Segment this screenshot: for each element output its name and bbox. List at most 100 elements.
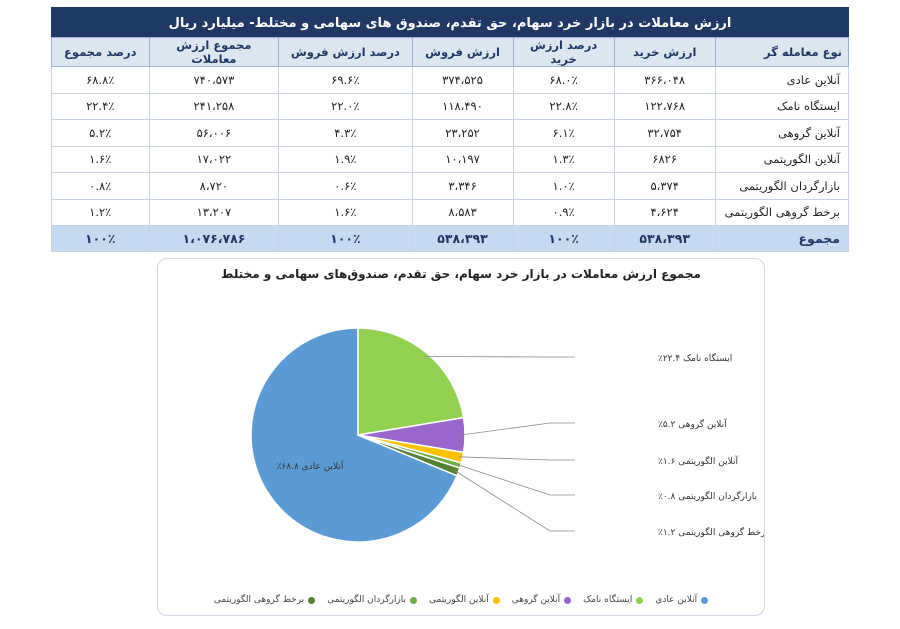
pie-chart-panel: مجموع ارزش معاملات در بازار خرد سهام، حق…	[157, 258, 765, 616]
table-cell: ۲۴۱،۲۵۸	[148, 92, 280, 120]
legend-item: آنلاین گروهی	[511, 595, 572, 605]
chart-title: مجموع ارزش معاملات در بازار خرد سهام، حق…	[221, 267, 701, 281]
table-cell: ۵.۲٪	[51, 119, 150, 147]
legend-label: بازارگردان الگوریتمی	[327, 595, 406, 605]
leader-line	[454, 470, 575, 532]
table-cell: ۵،۳۷۴	[613, 172, 716, 200]
slice-label: ایستگاه نامک ۲۲.۴٪	[658, 352, 732, 364]
total-cell: ۱۰۰٪	[512, 225, 615, 252]
legend-swatch	[410, 596, 417, 604]
table-cell: برخط گروهی الگوریتمی	[714, 198, 850, 226]
table-cell: ۶۹.۶٪	[278, 66, 413, 94]
legend-label: ایستگاه نامک	[583, 595, 633, 605]
leader-line	[456, 463, 575, 496]
table-cell: ۶.۱٪	[512, 119, 615, 147]
table-cell: ۳،۳۴۶	[411, 172, 514, 200]
table-cell: ۱.۲٪	[51, 198, 150, 226]
table-cell: ۸،۷۲۰	[148, 172, 280, 200]
table-cell: ۱۰،۱۹۷	[411, 145, 514, 173]
leader-line	[458, 456, 575, 461]
pie-chart: آنلاین عادی ۶۸.۸٪ ایستگاه نامک ۲۲.۴٪ آنلای…	[250, 327, 764, 543]
slice-label: آنلاین عادی ۶۸.۸٪	[277, 460, 344, 472]
table-cell: ۴.۳٪	[278, 119, 413, 147]
total-cell: مجموع	[714, 225, 850, 252]
table-cell: بازارگردان الگوریتمی	[714, 172, 850, 200]
table-cell: ۷۴۰،۵۷۳	[148, 66, 280, 94]
table-cell: ۲۲.۰٪	[278, 92, 413, 120]
header-sell-value: ارزش فروش	[411, 37, 514, 67]
trade-value-table: ارزش معاملات در بازار خرد سهام، حق تقدم،…	[51, 7, 850, 252]
total-cell: ۵۳۸،۳۹۳	[411, 225, 514, 252]
legend-swatch	[701, 596, 709, 604]
table-row: بازارگردان الگوریتمی ۵،۳۷۴ ۱.۰٪ ۳،۳۴۶ ۰.۶٪ ۸،…	[51, 172, 850, 200]
total-cell: ۱۰۰٪	[51, 225, 150, 252]
legend-swatch	[492, 596, 500, 604]
header-trader-type: نوع معامله گر	[714, 37, 850, 67]
table-cell: ۶۸.۸٪	[51, 66, 150, 94]
total-cell: ۱،۰۷۶،۷۸۶	[148, 225, 280, 252]
legend-item: برخط گروهی الگوریتمی	[213, 595, 316, 605]
table-cell: ۱.۳٪	[512, 145, 615, 173]
table-cell: ۱.۶٪	[51, 145, 150, 173]
pie-slice	[357, 327, 465, 436]
header-buy-percent: درصد ارزش خرید	[512, 37, 615, 67]
table-cell: آنلاین الگوریتمی	[714, 145, 850, 173]
table-row: برخط گروهی الگوریتمی ۴،۶۲۴ ۰.۹٪ ۸،۵۸۳ ۱.۶٪ ۱۳…	[51, 198, 850, 226]
table-row: آنلاین گروهی ۳۲،۷۵۴ ۶.۱٪ ۲۳،۲۵۲ ۴.۳٪ ۵۶،۰۰۶ ۵.…	[51, 119, 850, 147]
legend-item: ایستگاه نامک	[583, 595, 644, 605]
table-cell: ۱۳،۲۰۷	[148, 198, 280, 226]
legend-swatch	[564, 596, 572, 604]
table-row: آنلاین الگوریتمی ۶۸۲۶ ۱.۳٪ ۱۰،۱۹۷ ۱.۹٪ ۱۷،۰۲۲…	[51, 145, 850, 173]
slice-label: بازارگردان الگوریتمی ۰.۸٪	[658, 490, 757, 502]
table-cell: ۳۶۶،۰۴۸	[613, 66, 716, 94]
leader-line	[460, 422, 575, 436]
header-buy-value: ارزش خرید	[613, 37, 716, 67]
data-table: نوع معامله گر ارزش خرید درصد ارزش خرید ا…	[51, 37, 850, 252]
table-cell: ایستگاه نامک	[714, 92, 850, 120]
total-cell: ۱۰۰٪	[278, 225, 413, 252]
legend-item: آنلاین عادی	[655, 595, 709, 605]
slice-label: آنلاین الگوریتمی ۱.۶٪	[658, 455, 738, 467]
table-cell: آنلاین عادی	[714, 66, 850, 94]
table-cell: ۱.۹٪	[278, 145, 413, 173]
legend-item: بازارگردان الگوریتمی	[327, 595, 417, 605]
table-cell: ۱۷،۰۲۲	[148, 145, 280, 173]
table-cell: ۲۳،۲۵۲	[411, 119, 514, 147]
table-row: آنلاین عادی ۳۶۶،۰۴۸ ۶۸.۰٪ ۳۷۴،۵۲۵ ۶۹.۶٪ ۷۴۰،۵…	[51, 66, 850, 94]
pie-slice	[357, 434, 461, 477]
table-cell: آنلاین گروهی	[714, 119, 850, 147]
pie-slice	[250, 327, 458, 543]
table-cell: ۲۲.۸٪	[512, 92, 615, 120]
legend-label: آنلاین عادی	[655, 595, 698, 605]
table-body: آنلاین عادی ۳۶۶،۰۴۸ ۶۸.۰٪ ۳۷۴،۵۲۵ ۶۹.۶٪ ۷۴۰،۵…	[51, 66, 850, 252]
table-cell: ۰.۹٪	[512, 198, 615, 226]
table-cell: ۵۶،۰۰۶	[148, 119, 280, 147]
table-cell: ۳۲،۷۵۴	[613, 119, 716, 147]
header-total-value: مجموع ارزش معاملات	[148, 37, 280, 67]
chart-legend: آنلاین عادی ایستگاه نامک آنلاین گروهی آنلای…	[158, 595, 764, 605]
slice-label: برخط گروهی الگوریتمی ۱.۲٪	[658, 526, 764, 538]
table-cell: ۴،۶۲۴	[613, 198, 716, 226]
table-cell: ۰.۸٪	[51, 172, 150, 200]
table-cell: ۱.۶٪	[278, 198, 413, 226]
table-cell: ۸،۵۸۳	[411, 198, 514, 226]
table-cell: ۶۸.۰٪	[512, 66, 615, 94]
slice-label: آنلاین گروهی ۵.۲٪	[658, 418, 727, 430]
total-cell: ۵۳۸،۳۹۳	[613, 225, 716, 252]
table-cell: ۲۲.۴٪	[51, 92, 150, 120]
table-cell: ۰.۶٪	[278, 172, 413, 200]
legend-swatch	[636, 596, 644, 604]
table-row: ایستگاه نامک ۱۲۲،۷۶۸ ۲۲.۸٪ ۱۱۸،۴۹۰ ۲۲.۰٪ ۲۴۱،…	[51, 92, 850, 120]
table-header-row: نوع معامله گر ارزش خرید درصد ارزش خرید ا…	[51, 37, 850, 67]
leader-line	[424, 356, 575, 358]
table-cell: ۱۱۸،۴۹۰	[411, 92, 514, 120]
table-cell: ۳۷۴،۵۲۵	[411, 66, 514, 94]
legend-label: آنلاین گروهی	[511, 595, 561, 605]
header-total-percent: درصد مجموع	[51, 37, 150, 67]
table-title: ارزش معاملات در بازار خرد سهام، حق تقدم،…	[51, 7, 849, 37]
legend-label: آنلاین الگوریتمی	[429, 595, 489, 605]
table-cell: ۱۲۲،۷۶۸	[613, 92, 716, 120]
table-cell: ۶۸۲۶	[613, 145, 716, 173]
header-sell-percent: درصد ارزش فروش	[278, 37, 413, 67]
legend-label: برخط گروهی الگوریتمی	[213, 595, 305, 605]
